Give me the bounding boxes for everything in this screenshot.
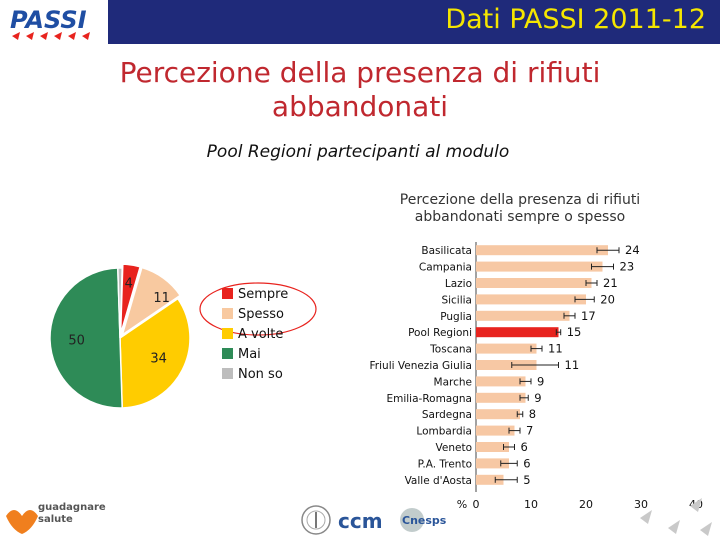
guadagnare-text: guadagnare [38,502,106,513]
page-title: Percezione della presenza di rifiuti abb… [0,56,720,124]
page-title-line-1: Percezione della presenza di rifiuti [119,56,601,89]
bar [476,474,504,485]
bar [476,392,526,403]
bar-value-label: 6 [523,456,530,470]
bar-value-label: 20 [600,292,615,306]
bar-chart: Basilicata 24 Campania 23 Lazio 21 Sicilia 20 Pu… [370,242,703,511]
bar-chart-title: Percezione della presenza di rifiuti abb… [370,192,670,226]
legend-swatch [222,368,233,379]
bar [476,261,603,272]
x-tick-label: 10 [524,498,538,511]
bar-value-label: 9 [534,391,541,405]
pie-slice-spesso [121,266,182,337]
legend-swatch [222,348,233,359]
bar-value-label: 15 [567,325,582,339]
bar-value-label: 5 [523,473,530,487]
bar-chart-title-line-2: abbandonati sempre o spesso [414,209,626,225]
passi-logo: PASSI [6,4,102,42]
bar-value-label: 24 [625,243,640,257]
x-axis-label: % [457,498,467,511]
bar-category-label: Puglia [440,311,472,323]
pie-slice-sempre [119,263,142,335]
pie-data-label: 4 [125,277,133,292]
bar [476,245,608,256]
legend-highlight-ellipse [199,282,317,336]
bar [476,425,515,436]
legend-label: Non so [238,367,283,382]
bar-category-label: Pool Regioni [408,327,472,339]
bar [476,409,520,420]
legend-swatch [222,308,233,319]
decorative-arrows [640,498,712,536]
bar-chart-title-line-1: Percezione della presenza di rifiuti [399,192,641,208]
bar [476,310,570,321]
passi-logo-text: PASSI [10,6,87,34]
bar-category-label: Lazio [445,278,472,290]
legend-swatch [222,288,233,299]
bar [476,360,537,370]
pie-data-label: 11 [153,291,170,306]
salute-text: salute [38,514,73,525]
legend-label: Spesso [238,307,284,322]
pie-slice-non-so [117,267,123,339]
bar [476,327,559,338]
bar-value-label: 6 [521,440,528,454]
bar-value-label: 21 [603,276,618,290]
legend-label: Mai [238,347,261,362]
x-tick-label: 0 [473,498,480,511]
bar [476,376,526,387]
header-title: Dati PASSI 2011-12 [445,4,706,35]
page-subtitle: Pool Regioni partecipanti al modulo [206,142,510,162]
x-tick-label: 20 [579,498,593,511]
bar [476,343,537,354]
cnesps-text: Cnesps [402,514,447,527]
page-title-line-2: abbandonati [271,90,449,123]
pie-chart: 4 11 34 50 Sempre Spesso A volte Mai Non so [49,263,317,409]
bar-category-label: Sicilia [441,294,472,306]
guadagnare-salute-logo: guadagnare salute [6,502,106,534]
bar-category-label: Valle d'Aosta [405,475,472,487]
bar-category-label: Marche [434,376,472,388]
bar-value-label: 23 [620,260,635,274]
bar [476,458,509,469]
header-bar: Dati PASSI 2011-12 [108,0,720,44]
bar-value-label: 11 [565,358,580,372]
bar-category-label: Lombardia [416,426,472,438]
bar-category-label: Basilicata [421,245,472,257]
cnesps-logo: Cnesps [400,508,447,532]
legend-swatch [222,328,233,339]
bar-value-label: 7 [526,424,533,438]
x-tick-label: 30 [634,498,648,511]
bar [476,442,509,452]
heart-icon [6,510,38,534]
bar-value-label: 11 [548,342,563,356]
bar-category-label: Veneto [436,442,472,454]
bar-value-label: 17 [581,309,596,323]
pie-data-label: 34 [150,352,167,367]
bar [476,294,586,305]
bar-category-label: Sardegna [422,409,472,421]
bar-value-label: 9 [537,374,544,388]
ccm-text: ccm [338,509,383,533]
bar-category-label: Toscana [429,344,472,356]
ccm-logo: ccm [338,509,383,533]
legend-label: Sempre [238,287,288,302]
legend-label: A volte [238,327,283,342]
bar [476,278,592,288]
bar-category-label: Campania [419,262,472,274]
bar-category-label: Emilia-Romagna [386,393,472,405]
bar-category-label: P.A. Trento [418,458,472,470]
pie-data-label: 50 [68,333,85,348]
bar-value-label: 8 [529,407,536,421]
pie-slice-mai [49,267,123,409]
istituto-seal-logo [301,505,331,535]
pie-slice-a-volte [119,297,191,409]
footer: guadagnare salute ccm Cnesps [0,494,720,540]
bar-category-label: Friuli Venezia Giulia [370,360,472,372]
